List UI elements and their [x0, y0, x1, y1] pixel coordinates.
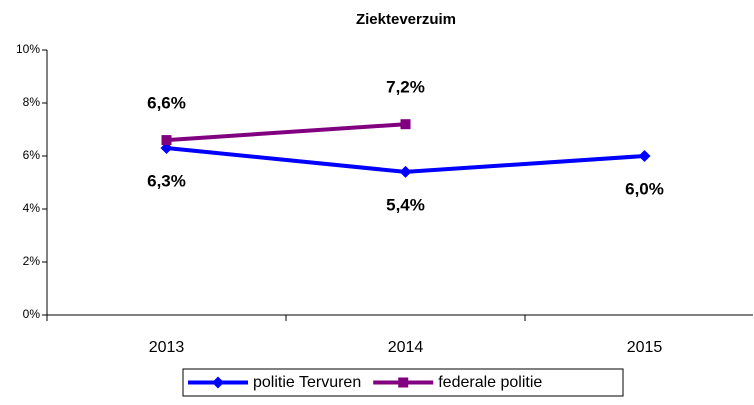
marker	[212, 376, 224, 389]
series-line	[166, 122, 406, 143]
marker	[161, 135, 172, 146]
marker	[400, 119, 411, 130]
data-label: 5,4%	[386, 195, 425, 214]
data-label: 6,0%	[625, 179, 664, 198]
legend-label: politie Tervuren	[253, 374, 361, 391]
chart-title: Ziekteverzuim	[356, 11, 456, 28]
y-tick-label: 4%	[23, 201, 41, 215]
legend-label: federale politie	[438, 374, 542, 391]
data-label: 6,6%	[147, 94, 186, 113]
y-tick-label: 8%	[23, 95, 41, 109]
x-tick-label: 2013	[149, 339, 185, 356]
x-tick-label: 2015	[627, 339, 663, 356]
data-label: 7,2%	[386, 78, 425, 97]
marker	[399, 165, 412, 178]
y-tick-label: 10%	[16, 42, 40, 56]
y-tick-label: 0%	[23, 307, 41, 321]
x-tick-label: 2014	[388, 339, 424, 356]
data-label: 6,3%	[147, 172, 186, 191]
marker	[638, 150, 651, 162]
y-tick-label: 6%	[23, 148, 41, 162]
marker	[398, 377, 409, 388]
y-tick-label: 2%	[23, 254, 41, 268]
